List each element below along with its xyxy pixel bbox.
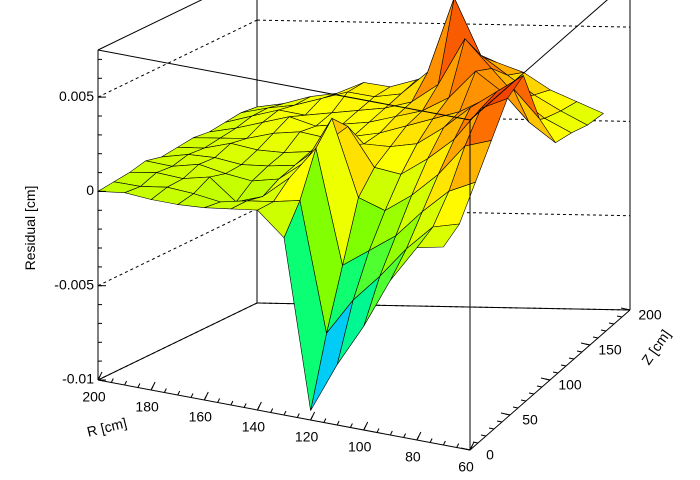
x-tick-label: 160 bbox=[189, 409, 213, 425]
y-minor-tick bbox=[616, 315, 623, 318]
y-minor-tick bbox=[480, 434, 487, 437]
x-minor-tick bbox=[243, 403, 247, 408]
x-minor-tick bbox=[323, 418, 327, 423]
y-minor-tick bbox=[512, 406, 519, 409]
y-minor-tick bbox=[600, 329, 607, 332]
x-minor-tick bbox=[403, 433, 407, 438]
y-minor-tick bbox=[592, 336, 599, 339]
x-minor-tick bbox=[296, 413, 300, 418]
x-tick-label: 140 bbox=[242, 419, 266, 435]
surface-cell bbox=[97, 181, 142, 194]
y-minor-tick bbox=[536, 385, 543, 388]
right-top-edge bbox=[469, 0, 608, 121]
x-minor-tick bbox=[349, 423, 353, 428]
x-minor-tick bbox=[110, 378, 114, 383]
x-minor-tick bbox=[416, 435, 420, 441]
y-minor-tick bbox=[496, 420, 503, 423]
x-minor-tick bbox=[429, 438, 433, 443]
y-tick-label: 0 bbox=[486, 447, 494, 463]
x-minor-tick bbox=[137, 383, 141, 388]
x-tick-label: 60 bbox=[458, 459, 474, 475]
z-tick-label: 0.005 bbox=[59, 88, 94, 104]
x-minor-tick bbox=[203, 395, 207, 401]
y-tick-label: 50 bbox=[522, 412, 538, 428]
y-minor-tick bbox=[488, 427, 495, 430]
x-minor-tick bbox=[283, 410, 287, 416]
left-bottom-edge bbox=[97, 302, 258, 381]
x-minor-tick bbox=[456, 443, 460, 448]
y-axis-label: Z [cm] bbox=[638, 327, 673, 368]
x-tick-label: 80 bbox=[405, 449, 421, 465]
z-axis-label: Residual [cm] bbox=[22, 186, 38, 271]
x-tick-label: 120 bbox=[295, 429, 319, 445]
y-minor-tick bbox=[552, 371, 559, 374]
x-minor-tick bbox=[336, 420, 340, 426]
x-minor-tick bbox=[97, 375, 101, 381]
x-minor-tick bbox=[270, 408, 274, 413]
y-minor-tick bbox=[560, 364, 567, 367]
x-tick-label: 180 bbox=[135, 399, 159, 415]
x-minor-tick bbox=[230, 400, 234, 406]
y-minor-tick bbox=[504, 413, 511, 416]
x-axis-label: R [cm] bbox=[85, 414, 128, 439]
grid-line-back-wall bbox=[256, 19, 631, 28]
x-minor-tick bbox=[442, 440, 446, 446]
x-minor-tick bbox=[376, 428, 380, 433]
x-tick-label: 100 bbox=[348, 439, 372, 455]
x-minor-tick bbox=[177, 390, 181, 396]
y-minor-tick bbox=[520, 399, 527, 402]
y-minor-tick bbox=[568, 357, 575, 360]
y-minor-tick bbox=[584, 343, 591, 346]
surface-mesh bbox=[97, 0, 604, 411]
axes: -0.01 -0.005 0 0.005 60 80 100 120 140 160 180 200 0… bbox=[54, 50, 662, 475]
x-minor-tick bbox=[256, 405, 260, 411]
front-top-edge bbox=[97, 49, 471, 121]
x-tick-label: 200 bbox=[82, 389, 106, 405]
x-minor-tick bbox=[190, 393, 194, 398]
grid-line-left-wall bbox=[97, 208, 258, 287]
grid-line-left-wall bbox=[97, 19, 258, 98]
y-minor-tick bbox=[544, 378, 551, 381]
z-tick-label: -0.005 bbox=[54, 276, 94, 292]
x-minor-tick bbox=[217, 398, 221, 403]
y-minor-tick bbox=[528, 392, 535, 395]
left-top-edge bbox=[97, 0, 203, 51]
x-minor-tick bbox=[150, 385, 154, 391]
x-minor-tick bbox=[363, 425, 367, 431]
y-tick-label: 100 bbox=[558, 377, 582, 393]
y-minor-tick bbox=[624, 308, 631, 311]
x-minor-tick bbox=[124, 380, 128, 386]
y-minor-tick bbox=[472, 441, 479, 444]
z-tick-label: 0 bbox=[86, 182, 94, 198]
x-minor-tick bbox=[310, 415, 314, 421]
z-tick-label: -0.01 bbox=[62, 371, 94, 387]
x-minor-tick bbox=[389, 430, 393, 436]
y-minor-tick bbox=[576, 350, 583, 353]
y-minor-tick bbox=[608, 322, 615, 325]
y-tick-label: 150 bbox=[598, 342, 622, 358]
y-minor-tick bbox=[464, 448, 471, 451]
y-tick-label: 200 bbox=[638, 307, 662, 323]
x-minor-tick bbox=[163, 388, 167, 393]
